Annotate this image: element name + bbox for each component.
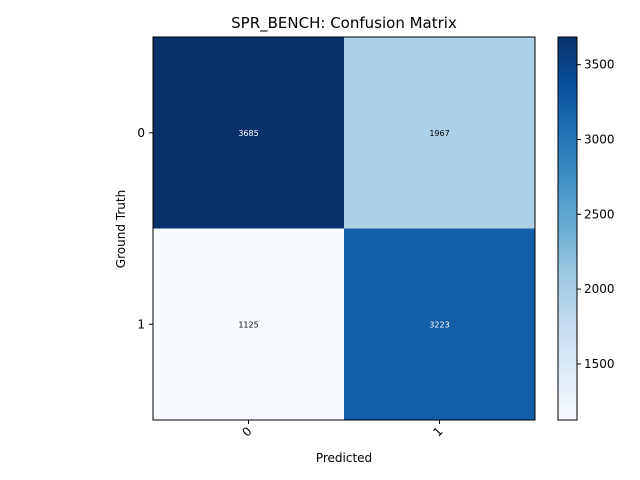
chart-title: SPR_BENCH: Confusion Matrix bbox=[231, 14, 457, 33]
colorbar-tick-label: 3500 bbox=[584, 58, 615, 72]
cell-value-label-0-0: 3685 bbox=[238, 129, 258, 138]
y-tick-label: 1 bbox=[137, 317, 145, 331]
y-axis-ticks: 01 bbox=[137, 126, 153, 331]
heatmap-cell-1-1 bbox=[344, 228, 535, 420]
cell-value-label-1-0: 1125 bbox=[238, 320, 258, 329]
x-axis-label: Predicted bbox=[316, 451, 372, 465]
colorbar-tick-label: 2000 bbox=[584, 282, 615, 296]
x-tick-label: 1 bbox=[430, 424, 445, 439]
colorbar-ticks: 1500 2000 2500 3000 3500 bbox=[577, 58, 615, 371]
colorbar-tick-label: 1500 bbox=[584, 357, 615, 371]
x-tick-label: 0 bbox=[239, 424, 254, 439]
y-axis-label: Ground Truth bbox=[114, 190, 128, 268]
cell-value-label-0-1: 1967 bbox=[429, 129, 449, 138]
y-tick-label: 0 bbox=[137, 126, 145, 140]
cell-value-label-1-1: 3223 bbox=[429, 320, 449, 329]
heatmap-cell-1-0 bbox=[153, 228, 344, 420]
heatmap-cells: 3685 1967 1125 3223 bbox=[153, 37, 535, 420]
colorbar-tick-label: 3000 bbox=[584, 132, 615, 146]
colorbar-tick-label: 2500 bbox=[584, 207, 615, 221]
heatmap-cell-0-0 bbox=[153, 37, 344, 229]
heatmap-cell-0-1 bbox=[344, 37, 535, 229]
plot-frame bbox=[152, 36, 536, 421]
colorbar bbox=[557, 36, 578, 421]
